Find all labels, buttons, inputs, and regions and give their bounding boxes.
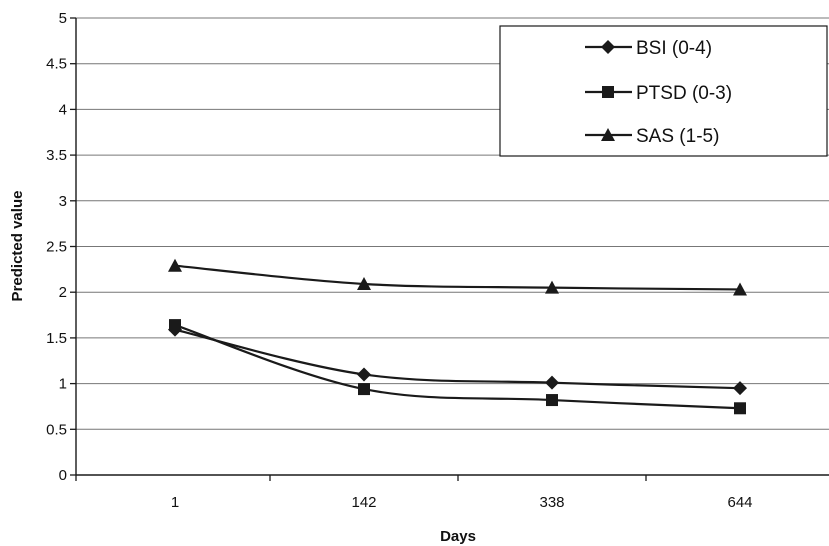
data-point: [546, 394, 558, 407]
legend-marker: [602, 86, 614, 98]
series-square: [169, 319, 746, 415]
x-tick-label: 1: [171, 494, 179, 511]
legend-item: BSI (0-4): [585, 38, 712, 59]
y-tick-label: 1.5: [46, 330, 67, 347]
legend-label: SAS (1-5): [636, 126, 719, 147]
data-point: [358, 383, 370, 396]
series-diamond: [168, 322, 747, 396]
series-line: [174, 328, 741, 390]
y-tick-label: 0: [59, 467, 67, 484]
data-point: [545, 280, 559, 294]
data-point: [734, 402, 746, 415]
data-point: [545, 375, 559, 390]
data-point: [357, 276, 371, 290]
legend-marker: [601, 128, 615, 141]
x-tick-labels: 1 142 338 644: [75, 475, 753, 511]
legend-box: [499, 25, 828, 157]
legend-label: BSI (0-4): [636, 38, 712, 59]
y-tick-label: 2.5: [46, 239, 67, 256]
x-tick-label: 142: [351, 494, 376, 511]
y-tick-labels: 0 0.5 1 1.5 2 2.5 3 3.5 4 4.5 5: [46, 10, 76, 484]
y-tick-label: 2: [59, 284, 67, 301]
legend-item: PTSD (0-3): [585, 83, 732, 104]
y-tick-label: 4.5: [46, 56, 67, 73]
data-point: [733, 381, 747, 396]
series-line: [174, 264, 741, 291]
x-tick-label: 644: [727, 494, 752, 511]
legend-label: PTSD (0-3): [636, 83, 732, 104]
data-point: [168, 258, 182, 272]
legend-marker: [601, 40, 615, 54]
data-point: [733, 282, 747, 296]
x-tick-label: 338: [539, 494, 564, 511]
series-line: [174, 324, 741, 410]
y-tick-label: 5: [59, 10, 67, 27]
y-axis-title: Predicted value: [9, 191, 26, 302]
y-tick-label: 1: [59, 376, 67, 393]
series-triangle: [168, 258, 747, 296]
legend: BSI (0-4) PTSD (0-3) SAS (1-5): [499, 25, 828, 157]
y-tick-label: 3.5: [46, 147, 67, 164]
y-tick-label: 3: [59, 193, 67, 210]
y-tick-label: 0.5: [46, 421, 67, 438]
series-group: [168, 258, 747, 415]
x-axis-title: Days: [440, 528, 476, 545]
data-point: [169, 319, 181, 332]
data-point: [357, 367, 371, 382]
y-tick-label: 4: [59, 101, 67, 118]
gridlines: [76, 17, 829, 430]
legend-item: SAS (1-5): [585, 126, 719, 147]
